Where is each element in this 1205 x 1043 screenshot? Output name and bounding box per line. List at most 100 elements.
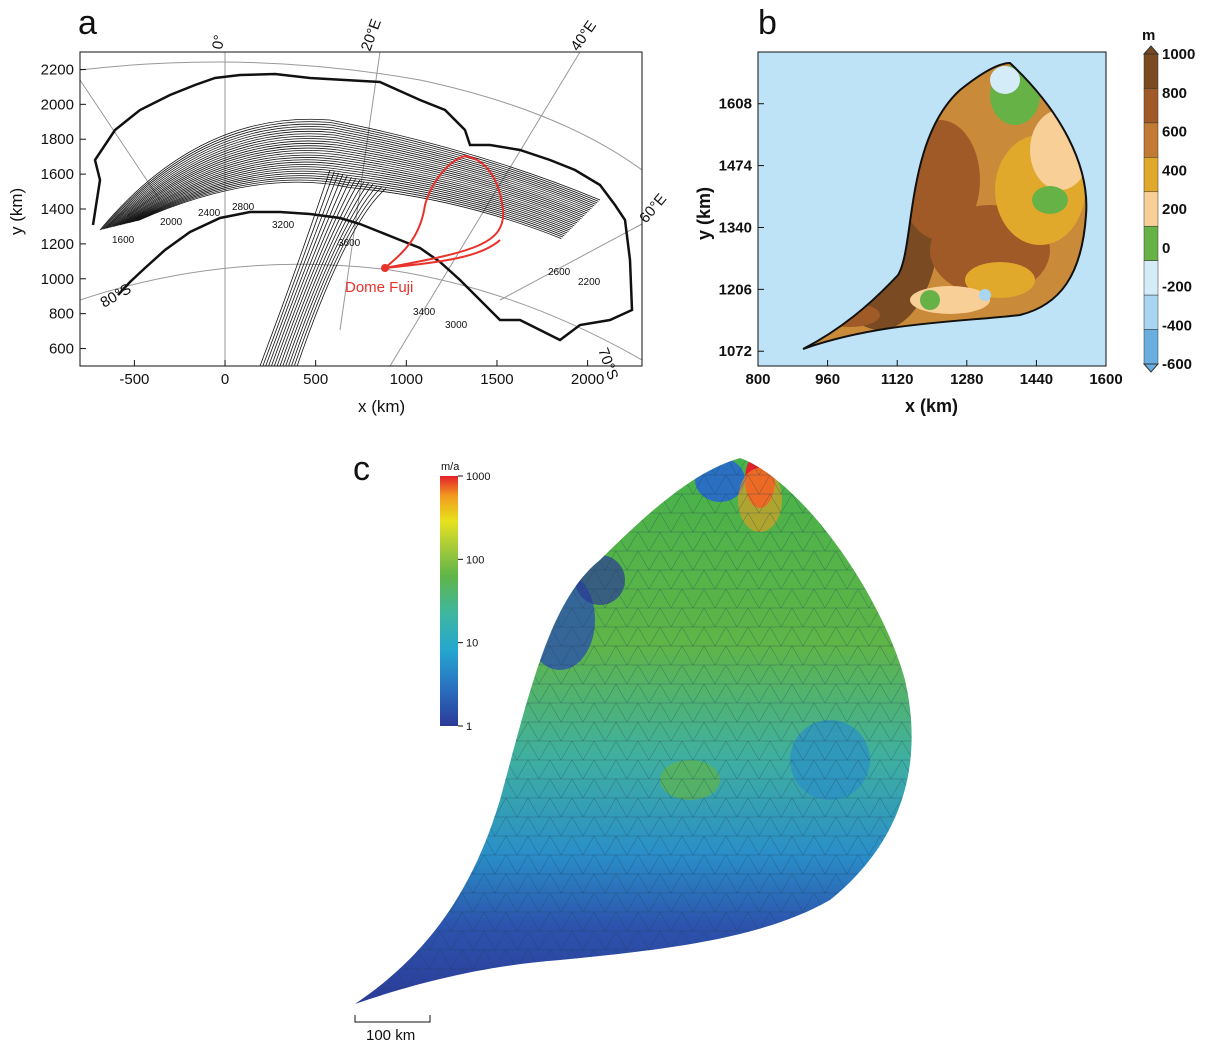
contour-line (276, 178, 357, 366)
contour-label: 2800 (232, 202, 255, 213)
colorbar-tick-label: -400 (1162, 317, 1192, 334)
colorbar-segment (1143, 294, 1159, 330)
x-tick-label: -500 (119, 371, 149, 388)
colorbar-tick-label: -600 (1162, 356, 1192, 373)
contour-line (259, 169, 331, 366)
contour-line (126, 163, 574, 228)
colorbar-c (440, 476, 458, 726)
colorbar-segment (1143, 260, 1159, 296)
panel-a-label: a (78, 4, 97, 42)
panel-c: c m/a 1000 100 10 1 100 km (353, 450, 912, 1043)
x-tick-label: 1280 (950, 371, 983, 388)
contour-line (268, 174, 344, 366)
contour-label: 2000 (160, 217, 183, 228)
contour-line (105, 128, 595, 229)
colorbar-segment (1143, 225, 1159, 261)
panel-c-label: c (353, 450, 370, 488)
colorbar-segment (1143, 329, 1159, 365)
contour-line (109, 135, 591, 228)
dome-fuji-marker (381, 264, 389, 272)
panel-a-ylabel: y (km) (7, 188, 26, 235)
colorbar-min-arrow (1142, 363, 1160, 373)
contour-line (288, 184, 374, 366)
coastline (91, 72, 634, 342)
x-tick-label: 2000 (571, 371, 604, 388)
contour-line (99, 118, 601, 231)
dome-fuji-label: Dome Fuji (345, 279, 413, 296)
contour-label: 1600 (112, 235, 135, 246)
y-tick-label: 800 (49, 306, 74, 323)
contour-line (116, 147, 584, 227)
contour-line (282, 181, 365, 366)
scale-bar (354, 1015, 431, 1023)
panel-b: b 800 960 1120 1280 1440 1600 1072 1206 1340 1474… (694, 4, 1195, 416)
contour-label: 2200 (578, 277, 601, 288)
panel-a-xlabel: x (km) (358, 397, 405, 416)
contour-line (273, 176, 352, 366)
y-tick-label: 600 (49, 341, 74, 358)
colorbar-tick-label: 100 (466, 554, 484, 566)
meridian-label: 0° (209, 34, 228, 51)
contour-line (279, 179, 361, 366)
contour-line (136, 179, 564, 238)
panel-b-label: b (758, 4, 777, 42)
contour-line (101, 121, 599, 230)
contour-label: 3200 (272, 220, 295, 231)
contour-line (106, 130, 594, 229)
contour-line (291, 185, 378, 366)
panel-b-axes: 800 960 1120 1280 1440 1600 1072 1206 1340 1474 16… (719, 96, 1123, 388)
colorbar-segment (1143, 191, 1159, 227)
y-tick-label: 2200 (41, 61, 74, 78)
contour-label: 3600 (338, 238, 361, 249)
colorbar-b: 1000 800 600 400 200 0 -200 -400 -600 (1142, 45, 1195, 373)
x-tick-label: 0 (221, 371, 229, 388)
contour-line (121, 154, 579, 225)
contour-line (124, 159, 576, 225)
colorbar-c-ticks: 1000 100 10 1 (458, 471, 490, 733)
y-tick-label: 1206 (719, 281, 752, 298)
colorbar-tick-label: -200 (1162, 279, 1192, 296)
contour-line (112, 140, 588, 228)
colorbar-tick-label: 200 (1162, 201, 1187, 218)
colorbar-b-unit: m (1142, 27, 1155, 44)
x-tick-label: 960 (815, 371, 840, 388)
x-tick-label: 1120 (881, 371, 914, 388)
meridian-label: 60°E (636, 191, 670, 227)
panel-a-axes: -500 0 500 1000 1500 2000 600 800 1000 1200 1400 16… (41, 61, 605, 388)
x-tick-label: 1600 (1089, 371, 1122, 388)
contour-line (293, 186, 382, 366)
contour-label: 2600 (548, 267, 571, 278)
colorbar-tick-label: 1000 (1162, 46, 1195, 63)
colorbar-segment (1143, 157, 1159, 193)
y-tick-label: 1072 (719, 343, 752, 360)
contour-line (111, 138, 589, 228)
colorbar-tick-label: 10 (466, 638, 478, 650)
colorbar-max-arrow (1142, 45, 1160, 55)
colorbar-tick-label: 400 (1162, 162, 1187, 179)
x-tick-label: 1000 (390, 371, 423, 388)
elevation-contours (99, 118, 601, 366)
contour-line (102, 123, 598, 230)
panel-a: a Dome Fuji 1600 2000 240 (7, 4, 670, 416)
panel-b-ylabel: y (km) (694, 187, 714, 240)
finite-element-mesh (355, 458, 912, 1004)
y-tick-label: 1200 (41, 236, 74, 253)
colorbar-c-unit: m/a (441, 461, 460, 473)
panel-b-frame (757, 51, 1107, 367)
contour-line (118, 150, 582, 226)
y-tick-label: 1340 (719, 219, 752, 236)
contour-line (138, 181, 562, 239)
colorbar-segment (1143, 53, 1159, 89)
contour-line (125, 161, 575, 227)
panel-b-xlabel: x (km) (905, 396, 958, 416)
contour-line (122, 157, 578, 225)
colorbar-tick-label: 800 (1162, 85, 1187, 102)
y-tick-label: 1600 (41, 166, 74, 183)
contour-label: 3400 (413, 307, 436, 318)
contour-line (285, 182, 369, 366)
meridian-label: 20°E (358, 17, 385, 54)
contour-line (128, 166, 572, 229)
scale-bar-label: 100 km (366, 1027, 415, 1043)
colorbar-segment (1143, 88, 1159, 124)
